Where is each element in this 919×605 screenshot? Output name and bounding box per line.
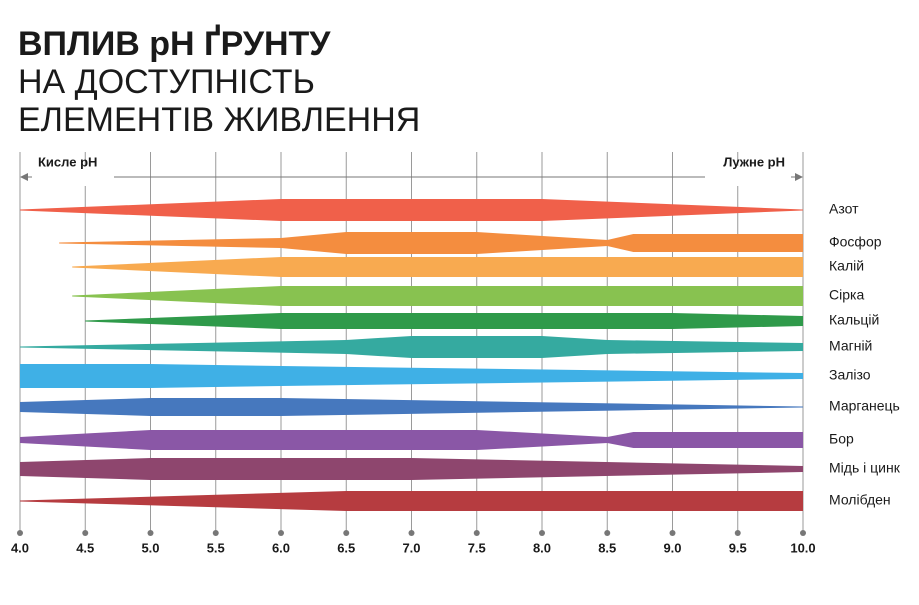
x-tick-label: 9.5 <box>729 540 747 555</box>
tick-dot <box>82 530 89 536</box>
x-tick-label: 5.5 <box>207 540 225 555</box>
band <box>20 364 803 388</box>
band <box>20 398 803 416</box>
band <box>20 199 803 221</box>
series-label: Мідь і цинк <box>829 460 901 476</box>
series-label: Молібден <box>829 492 891 508</box>
x-tick-label: 10.0 <box>790 540 815 555</box>
band <box>72 286 803 306</box>
x-tick-label: 4.5 <box>76 540 94 555</box>
x-tick-label: 8.5 <box>598 540 616 555</box>
tick-dot <box>212 530 219 536</box>
tick-dot <box>734 530 741 536</box>
tick-dot <box>343 530 350 536</box>
chart-title: ВПЛИВ pH ҐРУНТУ <box>18 25 331 63</box>
tick-dot <box>17 530 23 536</box>
series-label: Залізо <box>829 367 871 383</box>
label-bg <box>705 166 791 186</box>
band <box>20 491 803 511</box>
band <box>20 336 803 358</box>
tick-dot <box>278 530 284 536</box>
band <box>85 313 803 329</box>
series-label: Азот <box>829 201 859 217</box>
series-label: Марганець <box>829 398 900 414</box>
x-tick-label: 8.0 <box>533 540 551 555</box>
series-label: Магній <box>829 338 872 354</box>
x-tick-label: 6.5 <box>337 540 355 555</box>
acid-label: Кисле pH <box>38 154 97 169</box>
band <box>72 257 803 277</box>
tick-dot <box>147 530 154 536</box>
tick-dot <box>800 530 806 536</box>
series-label: Калій <box>829 258 864 274</box>
band <box>20 430 803 450</box>
series-label: Фосфор <box>829 234 882 250</box>
chart-title: ЕЛЕМЕНТІВ ЖИВЛЕННЯ <box>18 101 420 139</box>
x-tick-label: 7.0 <box>402 540 420 555</box>
x-tick-label: 5.0 <box>141 540 159 555</box>
series-label: Кальцій <box>829 312 879 328</box>
label-bg <box>32 166 114 186</box>
x-tick-label: 9.0 <box>663 540 681 555</box>
band <box>20 458 803 480</box>
x-tick-label: 4.0 <box>11 540 29 555</box>
series-label: Бор <box>829 431 854 447</box>
band <box>59 232 803 254</box>
x-tick-label: 7.5 <box>468 540 486 555</box>
series-label: Сірка <box>829 287 864 303</box>
alkaline-label: Лужне pH <box>723 154 785 169</box>
tick-dot <box>408 530 415 536</box>
tick-dot <box>539 530 545 536</box>
tick-dot <box>473 530 480 536</box>
chart-title: НА ДОСТУПНІСТЬ <box>18 63 315 101</box>
x-tick-label: 6.0 <box>272 540 290 555</box>
tick-dot <box>604 530 611 536</box>
tick-dot <box>669 530 676 536</box>
